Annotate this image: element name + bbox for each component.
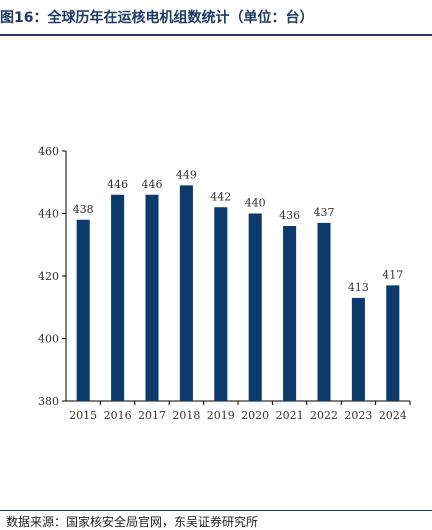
bar-2015 <box>76 219 90 401</box>
bar-2017 <box>145 194 159 401</box>
x-tick-label-2020: 2020 <box>241 409 269 422</box>
bar-2021 <box>283 226 297 401</box>
bar-2020 <box>248 213 262 401</box>
data-label-2019: 442 <box>210 190 231 203</box>
x-tick-label-2021: 2021 <box>276 409 304 422</box>
figure-title: 图16：全球历年在运核电机组数统计（单位：台） <box>0 10 314 26</box>
x-tick-label-2019: 2019 <box>207 409 235 422</box>
y-tick-label: 420 <box>38 270 59 283</box>
y-tick-label: 400 <box>38 333 59 346</box>
x-axis: 2015 2016 2017 2018 2019 2020 2021 2022 2023 2024 <box>66 400 411 422</box>
y-tick-label: 460 <box>38 145 59 158</box>
bar-2022 <box>317 222 331 401</box>
x-tick-label-2018: 2018 <box>172 409 200 422</box>
x-tick-label-2016: 2016 <box>104 409 132 422</box>
data-label-2016: 446 <box>107 178 128 191</box>
bar-series <box>76 185 400 401</box>
x-tick-label-2023: 2023 <box>344 409 372 422</box>
source-rule <box>0 510 432 511</box>
x-tick-label-2022: 2022 <box>310 409 338 422</box>
data-label-2018: 449 <box>176 168 197 181</box>
data-label-2017: 446 <box>142 178 163 191</box>
x-tick-label-2015: 2015 <box>69 409 97 422</box>
title-rule <box>0 34 432 36</box>
data-label-2023: 413 <box>348 281 369 294</box>
bar-2016 <box>111 194 125 401</box>
source-note: 数据来源：国家核安全局官网，东吴证券研究所 <box>6 515 259 529</box>
x-tick-label-2024: 2024 <box>379 409 407 422</box>
bar-2019 <box>214 207 228 401</box>
bar-2024 <box>386 285 400 401</box>
data-labels: 438 446 446 449 442 440 436 437 413 417 <box>73 168 404 294</box>
y-tick-label: 440 <box>38 208 59 221</box>
data-label-2021: 436 <box>279 209 300 222</box>
y-tick-label: 380 <box>38 395 59 408</box>
data-label-2015: 438 <box>73 203 94 216</box>
x-tick-label-2017: 2017 <box>138 409 166 422</box>
y-axis: 380 400 420 440 460 <box>38 145 67 408</box>
data-label-2024: 417 <box>382 268 403 281</box>
data-label-2022: 437 <box>314 206 335 219</box>
data-label-2020: 440 <box>245 197 266 210</box>
bar-2023 <box>351 297 365 401</box>
bar-2018 <box>179 185 193 401</box>
